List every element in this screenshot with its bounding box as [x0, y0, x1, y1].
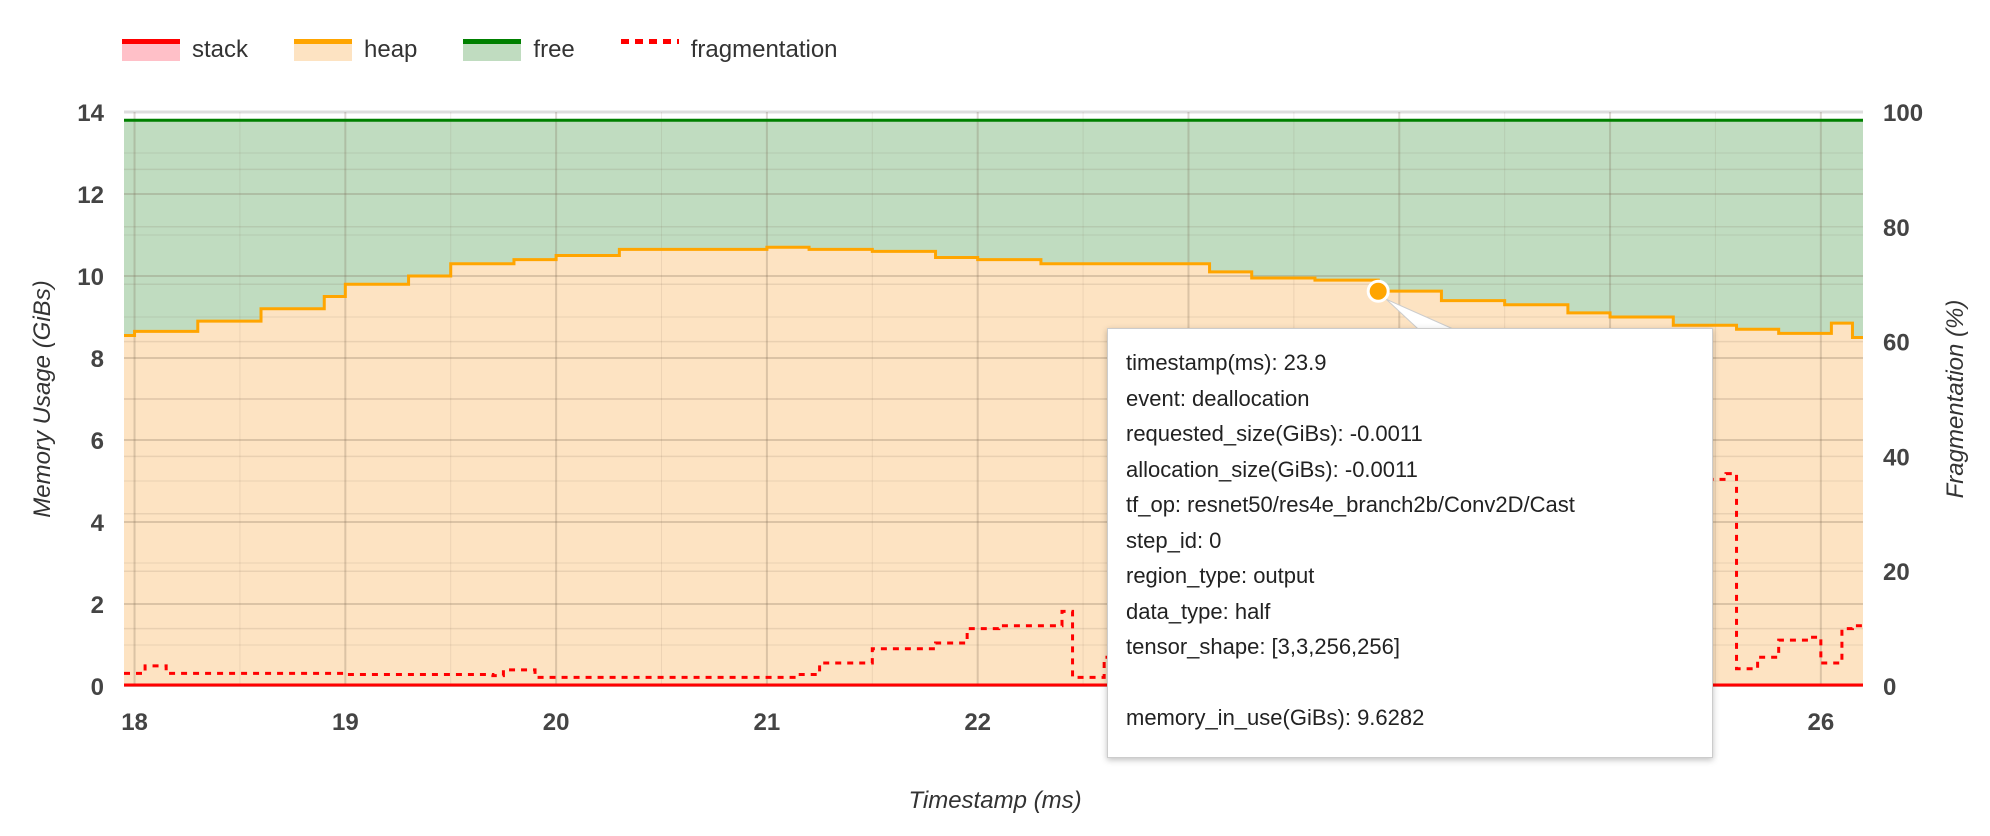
- y-axis-title: Memory Usage (GiBs): [29, 280, 56, 517]
- tooltip-region-type: region_type: output: [1126, 563, 1315, 588]
- tooltip-timestamp: timestamp(ms): 23.9: [1126, 350, 1327, 375]
- y2-tick-label: 20: [1883, 559, 1910, 586]
- tooltip-allocation-size: allocation_size(GiBs): -0.0011: [1126, 456, 1418, 482]
- legend-label: stack: [192, 36, 249, 63]
- tooltip-tensor-shape: tensor_shape: [3,3,256,256]: [1126, 634, 1400, 659]
- y-tick-label: 2: [91, 592, 104, 619]
- fragmentation-line: [124, 472, 1865, 679]
- x-tick-label: 19: [332, 709, 359, 736]
- y2-tick-label: 0: [1883, 674, 1896, 701]
- y2-tick-label: 80: [1883, 215, 1910, 242]
- highlight-point: [1366, 279, 1390, 303]
- y2-tick-label: 60: [1883, 330, 1910, 357]
- y-tick-label: 14: [77, 100, 104, 127]
- tooltip-event: event: deallocation: [1126, 385, 1310, 411]
- x-tick-label: 18: [121, 709, 148, 736]
- tooltip: timestamp(ms): 23.9 event: deallocation …: [1107, 328, 1713, 758]
- legend-item-stack[interactable]: stack: [122, 36, 248, 64]
- heap-swatch-icon: [294, 39, 353, 61]
- legend: stack heap free fragmentation: [122, 36, 838, 64]
- y2-axis-title: Fragmentation (%): [1942, 300, 1969, 499]
- x-tick-label: 22: [964, 709, 991, 736]
- stack-swatch-icon: [122, 39, 180, 61]
- y-tick-label: 10: [77, 264, 104, 291]
- tooltip-data-type: data_type: half: [1126, 598, 1271, 624]
- tooltip-spacer: [1126, 665, 1694, 701]
- legend-label: free: [533, 36, 575, 63]
- free-swatch-icon: [463, 39, 522, 61]
- legend-item-free[interactable]: free: [463, 36, 575, 64]
- tooltip-tf-op: tf_op: resnet50/res4e_branch2b/Conv2D/Ca…: [1126, 492, 1575, 517]
- x-tick-label: 21: [754, 709, 781, 736]
- legend-item-fragmentation[interactable]: fragmentation: [620, 36, 838, 64]
- tooltip-memory-in-use: memory_in_use(GiBs): 9.6282: [1126, 705, 1425, 730]
- x-axis-title: Timestamp (ms): [908, 787, 1081, 814]
- x-tick-label: 20: [543, 709, 570, 736]
- legend-item-heap[interactable]: heap: [294, 36, 417, 64]
- y-tick-label: 6: [91, 428, 104, 455]
- y2-tick-label: 40: [1883, 444, 1910, 471]
- y2-tick-label: 100: [1883, 100, 1923, 127]
- tooltip-step-id: step_id: 0: [1126, 527, 1222, 553]
- legend-label: heap: [364, 36, 418, 63]
- fragmentation-swatch-icon: [620, 39, 679, 61]
- heap-line: [124, 245, 1863, 339]
- tooltip-requested-size: requested_size(GiBs): -0.0011: [1126, 421, 1423, 446]
- y-tick-label: 4: [91, 510, 105, 537]
- legend-label: fragmentation: [690, 36, 838, 63]
- x-tick-label: 26: [1807, 709, 1834, 736]
- y-tick-label: 8: [91, 346, 104, 373]
- y-tick-label: 12: [77, 182, 104, 209]
- y-tick-label: 0: [91, 674, 104, 701]
